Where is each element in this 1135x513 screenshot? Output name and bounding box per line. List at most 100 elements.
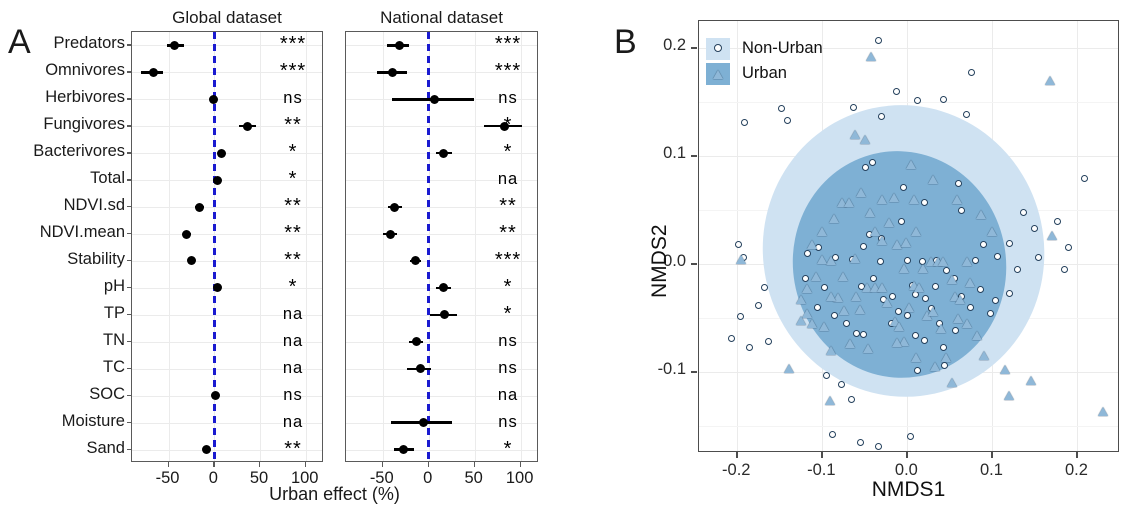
data-point-urban xyxy=(855,188,866,198)
significance-label: ** xyxy=(284,222,302,245)
grid-line-v xyxy=(474,32,476,461)
nmds-x-tick-label: 0.0 xyxy=(894,461,918,479)
data-point-urban xyxy=(862,283,873,293)
grid-line-h xyxy=(132,126,322,128)
data-point-urban xyxy=(881,298,892,308)
forest-row-label-soc: SOC xyxy=(89,384,125,403)
estimate-point xyxy=(418,418,428,428)
x-tick xyxy=(381,462,384,467)
grid-line-h xyxy=(132,395,322,397)
data-point-urban xyxy=(819,322,830,332)
data-point-urban xyxy=(892,240,903,250)
data-point-urban xyxy=(1004,391,1015,401)
data-point-urban xyxy=(784,364,795,374)
estimate-point xyxy=(415,364,425,374)
significance-label: * xyxy=(288,168,298,191)
data-point-non-urban xyxy=(783,116,791,124)
facet-title-national: National dataset xyxy=(380,8,503,27)
data-point-urban xyxy=(865,52,876,62)
grid-line-h xyxy=(699,48,1118,49)
significance-label: ns xyxy=(498,331,518,350)
x-tick xyxy=(473,462,476,467)
data-point-non-urban xyxy=(850,103,858,111)
panel-a-axis-title: Urban effect (%) xyxy=(269,484,400,504)
significance-label: ** xyxy=(284,114,302,137)
data-point-non-urban xyxy=(939,343,947,351)
data-point-urban xyxy=(965,277,976,287)
triangle-marker-icon xyxy=(713,70,723,79)
data-point-non-urban xyxy=(869,158,876,166)
data-point-urban xyxy=(832,292,843,302)
nmds-x-tick xyxy=(1076,452,1078,458)
significance-label: *** xyxy=(494,60,522,83)
significance-label: ns xyxy=(498,89,518,108)
data-point-urban xyxy=(972,330,983,340)
data-point-urban xyxy=(824,395,835,405)
estimate-point xyxy=(390,202,400,212)
nmds-x-tick-label: 0.1 xyxy=(979,461,1003,479)
grid-line-h xyxy=(132,72,322,74)
data-point-urban xyxy=(839,305,850,315)
data-point-urban xyxy=(987,227,998,237)
significance-label: ** xyxy=(284,437,302,460)
estimate-point xyxy=(429,94,439,104)
data-point-urban xyxy=(829,214,840,224)
data-point-non-urban xyxy=(967,69,975,77)
estimate-point xyxy=(170,40,180,50)
nmds-x-tick-label: -0.2 xyxy=(722,461,751,479)
data-point-non-urban xyxy=(958,206,966,214)
data-point-non-urban xyxy=(735,241,743,249)
grid-line-v xyxy=(260,32,261,461)
forest-row-label-ph: pH xyxy=(103,276,125,295)
data-point-non-urban xyxy=(842,319,850,327)
data-point-urban xyxy=(1045,75,1056,85)
data-point-urban xyxy=(876,235,887,245)
data-point-non-urban xyxy=(931,283,939,291)
zero-reference-line xyxy=(427,32,431,461)
data-point-non-urban xyxy=(914,97,922,105)
x-tick-label: 0 xyxy=(208,469,218,487)
x-tick xyxy=(519,462,521,467)
forest-row-label-fungivores: Fungivores xyxy=(43,115,125,134)
data-point-non-urban xyxy=(874,443,882,451)
data-point-non-urban xyxy=(892,87,900,95)
data-point-urban xyxy=(888,192,899,202)
data-point-urban xyxy=(1000,365,1011,375)
data-point-urban xyxy=(978,351,989,361)
significance-label: * xyxy=(503,275,513,298)
grid-line-h xyxy=(132,449,322,451)
data-point-urban xyxy=(938,257,949,267)
data-point-urban xyxy=(946,274,957,284)
nmds-x-tick-label: 0.2 xyxy=(1065,461,1088,479)
data-point-non-urban xyxy=(1034,254,1042,262)
data-point-urban xyxy=(876,283,887,293)
grid-line-h xyxy=(346,234,537,236)
estimate-point xyxy=(217,148,227,158)
significance-label: na xyxy=(497,170,519,189)
data-point-non-urban xyxy=(987,310,995,318)
data-point-urban xyxy=(898,337,909,347)
data-point-urban xyxy=(909,194,920,204)
data-point-urban xyxy=(849,129,860,139)
significance-label: * xyxy=(288,141,298,164)
y-tick xyxy=(127,259,131,262)
nmds-x-tick xyxy=(906,452,908,458)
data-point-urban xyxy=(849,254,860,264)
data-point-non-urban xyxy=(1005,289,1013,297)
data-point-urban xyxy=(926,257,937,267)
significance-label: ** xyxy=(284,195,302,218)
grid-line-v xyxy=(1077,21,1079,451)
data-point-non-urban xyxy=(920,198,928,206)
data-point-urban xyxy=(927,175,938,185)
forest-row-label-tn: TN xyxy=(103,330,125,349)
grid-line-v xyxy=(168,32,170,461)
data-point-urban xyxy=(975,209,986,219)
data-point-urban xyxy=(796,295,807,305)
nmds-y-tick-label: 0.0 xyxy=(663,252,686,270)
nmds-y-tick xyxy=(691,47,697,49)
grid-line-h xyxy=(346,341,537,343)
estimate-point xyxy=(186,256,196,266)
data-point-non-urban xyxy=(1031,224,1039,232)
grid-line-h xyxy=(346,368,537,370)
estimate-point xyxy=(195,202,205,212)
